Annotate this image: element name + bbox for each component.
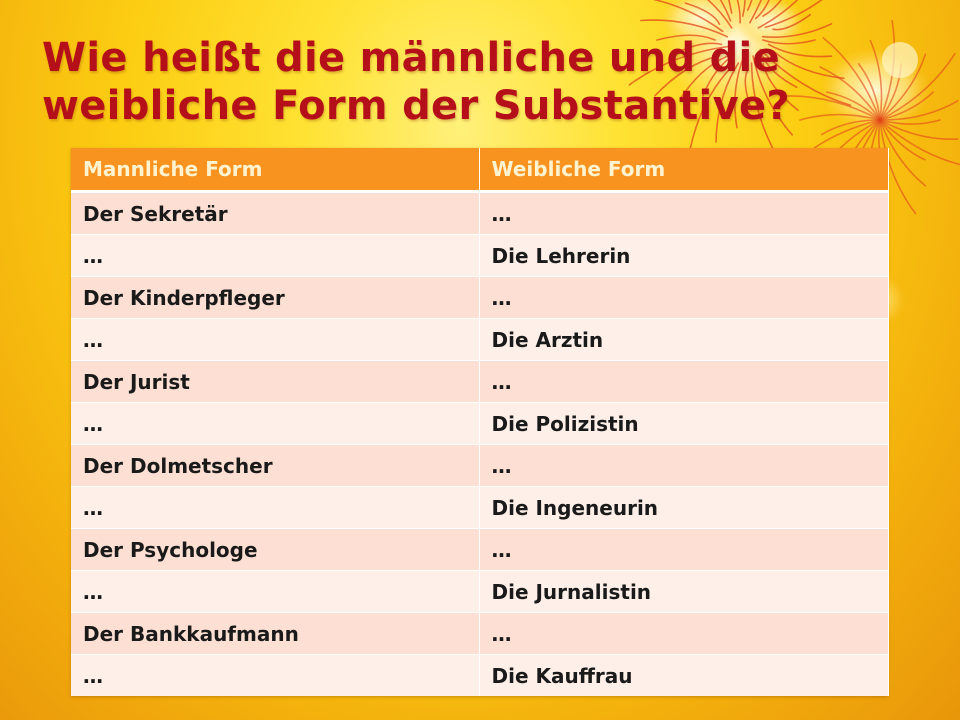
male-form-cell: … bbox=[71, 654, 480, 696]
table-row: Der Psychologe … bbox=[71, 528, 889, 571]
female-form-cell: Die Jurnalistin bbox=[479, 570, 889, 613]
male-form-cell: Der Dolmetscher bbox=[71, 444, 480, 487]
male-form-cell: … bbox=[71, 234, 480, 277]
female-form-cell: Die Ingeneurin bbox=[479, 486, 889, 529]
header-male-form: Mannliche Form bbox=[71, 148, 480, 193]
table-row: … Die Ingeneurin bbox=[71, 486, 889, 529]
female-form-cell: Die Polizistin bbox=[479, 402, 889, 445]
male-form-cell: Der Kinderpfleger bbox=[71, 276, 480, 319]
slide-title: Wie heißt die männliche und die weiblich… bbox=[42, 35, 790, 129]
female-form-cell: … bbox=[479, 528, 889, 571]
table-row: Der Dolmetscher … bbox=[71, 444, 889, 487]
female-form-cell: … bbox=[479, 276, 889, 319]
male-form-cell: … bbox=[71, 402, 480, 445]
table-row: Der Jurist … bbox=[71, 360, 889, 403]
table-row: Der Bankkaufmann … bbox=[71, 612, 889, 655]
form-table-container: Mannliche Form Weibliche Form Der Sekret… bbox=[71, 148, 889, 696]
female-form-cell: … bbox=[479, 444, 889, 487]
table-row: … Die Kauffrau bbox=[71, 654, 889, 696]
male-form-cell: … bbox=[71, 570, 480, 613]
table-row: Der Sekretär … bbox=[71, 191, 889, 235]
female-form-cell: Die Arztin bbox=[479, 318, 889, 361]
table-row: … Die Jurnalistin bbox=[71, 570, 889, 613]
female-form-cell: … bbox=[479, 612, 889, 655]
table-row: … Die Lehrerin bbox=[71, 234, 889, 277]
table-row: … Die Arztin bbox=[71, 318, 889, 361]
male-form-cell: Der Psychologe bbox=[71, 528, 480, 571]
noun-forms-table: Mannliche Form Weibliche Form Der Sekret… bbox=[71, 148, 889, 696]
header-female-form: Weibliche Form bbox=[479, 148, 889, 193]
female-form-cell: … bbox=[479, 360, 889, 403]
female-form-cell: Die Lehrerin bbox=[479, 234, 889, 277]
female-form-cell: … bbox=[479, 191, 889, 235]
table-row: … Die Polizistin bbox=[71, 402, 889, 445]
female-form-cell: Die Kauffrau bbox=[479, 654, 889, 696]
male-form-cell: Der Jurist bbox=[71, 360, 480, 403]
male-form-cell: … bbox=[71, 486, 480, 529]
male-form-cell: Der Bankkaufmann bbox=[71, 612, 480, 655]
male-form-cell: Der Sekretär bbox=[71, 191, 480, 235]
male-form-cell: … bbox=[71, 318, 480, 361]
table-row: Der Kinderpfleger … bbox=[71, 276, 889, 319]
table-header-row: Mannliche Form Weibliche Form bbox=[71, 148, 889, 193]
